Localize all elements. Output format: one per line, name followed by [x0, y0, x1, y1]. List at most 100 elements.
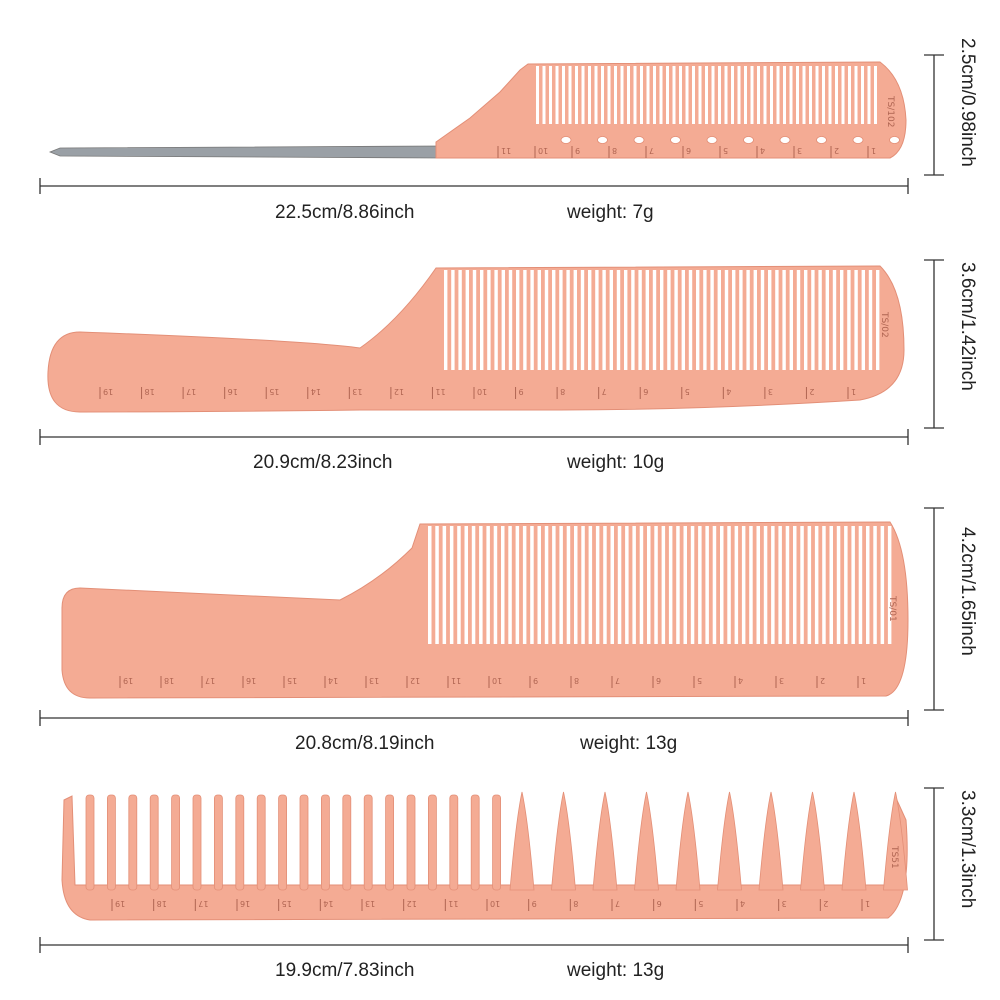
- tooth-gap: [685, 66, 689, 124]
- tooth-gap: [873, 526, 877, 644]
- steel-tail: [48, 145, 441, 159]
- tooth-gap: [698, 526, 702, 644]
- tooth-gap: [451, 270, 455, 370]
- tooth-gap: [861, 66, 864, 124]
- tooth-gap: [639, 526, 644, 644]
- tooth-gap: [479, 526, 483, 644]
- tooth-gap: [720, 526, 724, 644]
- tooth-gap: [841, 66, 845, 124]
- comb-4-scale-label: 11: [448, 899, 458, 908]
- comb-4-scale-label: 9: [532, 899, 537, 908]
- tooth-gap: [472, 270, 477, 370]
- comb-3-scale-label: 6: [656, 676, 661, 685]
- comb-body: [61, 521, 909, 699]
- tooth-gap: [465, 270, 469, 370]
- comb-hole: [560, 136, 572, 144]
- tooth-gap: [763, 526, 768, 644]
- comb-4-scale-label: 6: [657, 899, 662, 908]
- tooth-gap: [848, 66, 851, 124]
- wide-tooth: [841, 791, 867, 891]
- comb-3-scale-label: 17: [205, 676, 215, 685]
- comb-1-scale-label: 7: [649, 146, 654, 155]
- tooth-gap: [705, 66, 708, 124]
- tooth-gap: [746, 270, 750, 370]
- tooth-gap: [718, 66, 721, 124]
- tooth-gap: [724, 66, 728, 124]
- comb-2-scale-label: 4: [726, 387, 731, 396]
- comb-hole: [816, 136, 827, 144]
- comb-2-scale-label: 1: [851, 387, 856, 396]
- tooth-gap: [732, 270, 736, 370]
- tooth-gap: [580, 270, 585, 370]
- tooth-gap: [793, 526, 797, 644]
- tooth-gap: [822, 526, 826, 644]
- comb-3-height-label: 4.2cm/1.65inch: [957, 527, 978, 656]
- tooth-gap: [822, 66, 825, 124]
- comb-2-scale-label: 2: [809, 387, 814, 396]
- tooth-gap: [652, 270, 657, 370]
- comb-4-scale-label: 15: [282, 899, 292, 908]
- tooth-gap: [783, 66, 786, 124]
- tooth-gap: [616, 270, 621, 370]
- tooth-gap: [854, 270, 858, 370]
- comb-2-length-label: 20.9cm/8.23inch: [253, 452, 393, 473]
- tooth-gap: [457, 526, 461, 644]
- tooth-gap: [530, 270, 534, 370]
- tooth-gap: [552, 526, 556, 644]
- comb-4-scale-label: 3: [782, 899, 787, 908]
- tooth-gap: [638, 270, 642, 370]
- tooth-gap: [516, 270, 520, 370]
- comb-1-length-label: 22.5cm/8.86inch: [275, 202, 415, 223]
- tooth-gap: [666, 66, 669, 124]
- tooth-gap: [449, 526, 454, 644]
- comb-2-scale-label: 15: [269, 387, 279, 396]
- comb-4-scale-label: 8: [573, 899, 578, 908]
- tooth-gap: [710, 270, 714, 370]
- tooth-gap: [874, 66, 877, 124]
- fine-tooth: [256, 794, 266, 891]
- comb-4-scale-label: 4: [740, 899, 745, 908]
- comb-3-scale-label: 1: [861, 676, 866, 685]
- tooth-gap: [653, 66, 656, 124]
- fine-tooth: [299, 794, 309, 891]
- comb-3-scale-label: 7: [615, 676, 620, 685]
- wide-tooth: [883, 791, 908, 891]
- comb-3-scale-label: 8: [574, 676, 579, 685]
- tooth-gap: [667, 270, 671, 370]
- tooth-gap: [588, 270, 592, 370]
- comb-2-scale-label: 19: [103, 387, 113, 396]
- comb-4-scale-label: 10: [490, 899, 500, 908]
- tooth-gap: [444, 270, 448, 370]
- tooth-gap: [645, 270, 649, 370]
- tooth-gap: [825, 270, 829, 370]
- tooth-gap: [595, 270, 599, 370]
- tooth-gap: [809, 66, 812, 124]
- fine-tooth: [107, 794, 116, 891]
- tooth-gap: [549, 66, 552, 124]
- tooth-gap: [756, 526, 760, 644]
- tooth-gap: [744, 66, 747, 124]
- tooth-gap: [674, 270, 678, 370]
- comb-2-scale-label: 8: [560, 387, 565, 396]
- tooth-gap: [690, 526, 695, 644]
- tooth-gap: [832, 270, 837, 370]
- tooth-gap: [501, 270, 505, 370]
- tooth-gap: [717, 270, 721, 370]
- tooth-gap: [858, 526, 863, 644]
- tooth-gap: [836, 526, 841, 644]
- comb-4-scale-label: 7: [615, 899, 620, 908]
- tooth-gap: [617, 526, 622, 644]
- comb-hole: [743, 136, 754, 144]
- tooth-gap: [844, 526, 848, 644]
- tooth-gap: [724, 270, 729, 370]
- tooth-gap: [763, 66, 767, 124]
- fine-tooth: [385, 794, 395, 891]
- tooth-gap: [566, 270, 570, 370]
- comb-2-weight-label: weight: 10g: [567, 452, 665, 473]
- tooth-gap: [679, 66, 682, 124]
- comb-3-scale-label: 11: [451, 676, 461, 685]
- comb-hole: [633, 136, 645, 144]
- wide-tooth: [800, 791, 825, 891]
- tooth-gap: [796, 66, 799, 124]
